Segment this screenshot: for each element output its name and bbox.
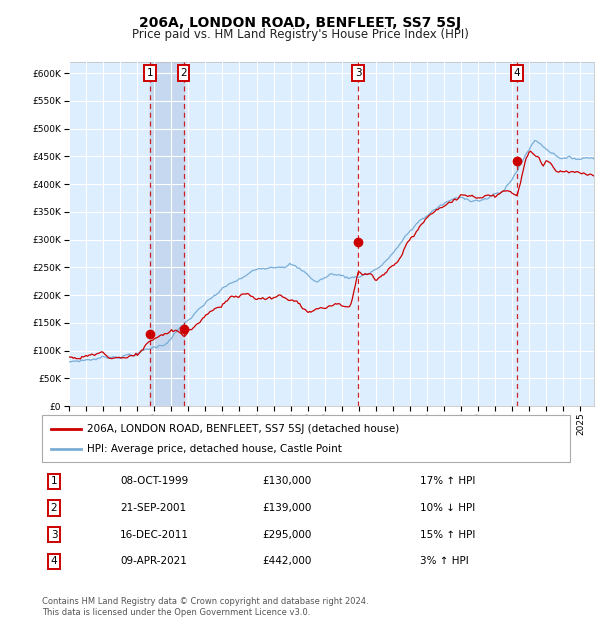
Bar (151, 62, 184, 406)
Text: 1: 1 (147, 68, 154, 78)
Text: 08-OCT-1999: 08-OCT-1999 (120, 476, 188, 487)
Text: Price paid vs. HM Land Registry's House Price Index (HPI): Price paid vs. HM Land Registry's House … (131, 28, 469, 41)
Text: 4: 4 (50, 556, 58, 567)
Text: 3% ↑ HPI: 3% ↑ HPI (420, 556, 469, 567)
Text: £130,000: £130,000 (263, 476, 312, 487)
Text: Contains HM Land Registry data © Crown copyright and database right 2024.
This d: Contains HM Land Registry data © Crown c… (42, 598, 368, 617)
Text: £139,000: £139,000 (263, 503, 312, 513)
Text: 3: 3 (50, 529, 58, 540)
Text: 2: 2 (50, 503, 58, 513)
Text: 1: 1 (50, 476, 58, 487)
Text: 2: 2 (180, 68, 187, 78)
Text: £295,000: £295,000 (263, 529, 312, 540)
Text: 09-APR-2021: 09-APR-2021 (120, 556, 187, 567)
Text: 206A, LONDON ROAD, BENFLEET, SS7 5SJ: 206A, LONDON ROAD, BENFLEET, SS7 5SJ (139, 16, 461, 30)
Text: 10% ↓ HPI: 10% ↓ HPI (420, 503, 475, 513)
Text: 206A, LONDON ROAD, BENFLEET, SS7 5SJ (detached house): 206A, LONDON ROAD, BENFLEET, SS7 5SJ (de… (87, 424, 399, 435)
Text: £442,000: £442,000 (263, 556, 312, 567)
Text: HPI: Average price, detached house, Castle Point: HPI: Average price, detached house, Cast… (87, 444, 342, 454)
Text: 4: 4 (514, 68, 520, 78)
Text: 21-SEP-2001: 21-SEP-2001 (120, 503, 186, 513)
Text: 17% ↑ HPI: 17% ↑ HPI (420, 476, 475, 487)
Text: 15% ↑ HPI: 15% ↑ HPI (420, 529, 475, 540)
Text: 16-DEC-2011: 16-DEC-2011 (120, 529, 189, 540)
Text: 3: 3 (355, 68, 361, 78)
